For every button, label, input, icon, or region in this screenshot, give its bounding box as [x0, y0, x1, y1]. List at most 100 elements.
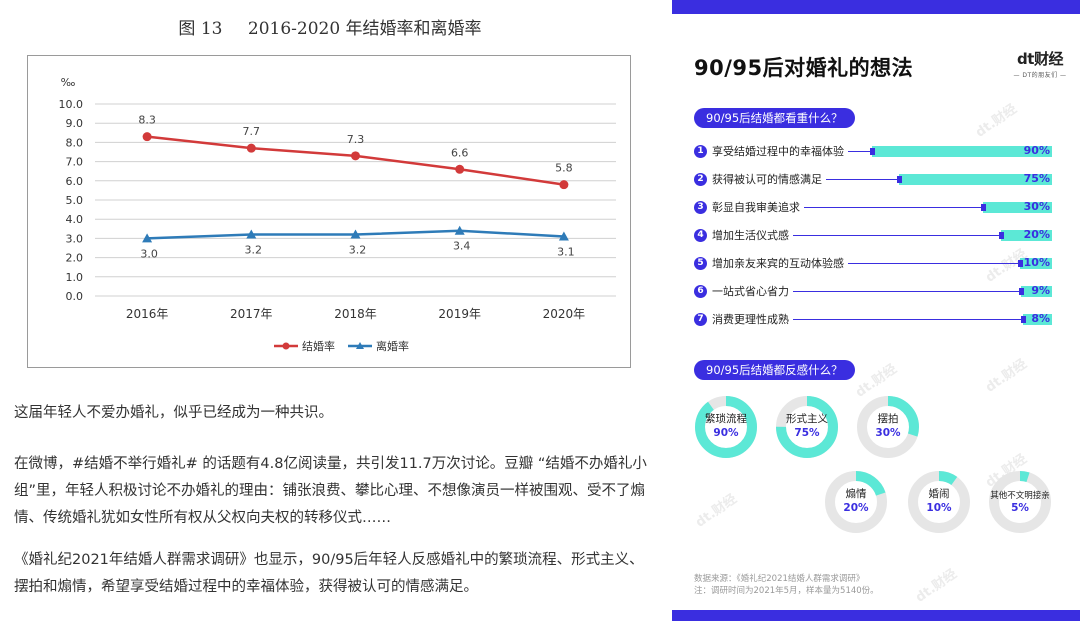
data-point-divorce-rate	[350, 229, 361, 239]
bar-value-label: 8%	[1031, 312, 1050, 325]
dislike-donut: 婚闹 10%	[907, 470, 971, 534]
data-source-note: 数据来源：《婚礼纪2021结婚人群需求调研》 注：调研时间为2021年5月，样本…	[694, 573, 879, 597]
dislike-donut: 其他不文明接亲 5%	[988, 470, 1052, 534]
donut-ring	[825, 471, 887, 533]
data-label-divorce-rate: 3.2	[245, 244, 262, 257]
donut-slice	[695, 396, 757, 458]
x-tick-label: 2020年	[543, 307, 586, 321]
watermark-logo: dt.财经	[913, 566, 960, 606]
donut-ring	[695, 396, 757, 458]
rank-badge: 5	[694, 257, 707, 270]
logo-main-text: dt财经	[1017, 50, 1063, 68]
figure-number: 图 13	[178, 19, 223, 39]
bar-fill	[897, 174, 1052, 185]
donut-value-label: 20%	[843, 502, 869, 514]
watermark-logo: dt.财经	[983, 356, 1030, 396]
data-label-marriage-rate: 5.8	[555, 162, 573, 175]
donut-label: 繁琐流程	[705, 413, 747, 425]
donut-value-label: 30%	[875, 427, 901, 439]
donut-label: 婚闹	[928, 488, 950, 500]
bar-track	[712, 319, 1052, 320]
bar-label: 增加生活仪式感	[712, 227, 793, 243]
legend-marker	[282, 342, 290, 350]
y-tick-label: 9.0	[66, 117, 84, 130]
donut-label: 煽情	[845, 488, 867, 500]
y-tick-label: 10.0	[59, 98, 84, 111]
bottom-accent-bar	[672, 610, 1080, 621]
data-label-marriage-rate: 7.3	[347, 133, 365, 146]
source-note-line: 注：调研时间为2021年5月，样本量为5140份。	[694, 586, 879, 596]
donut-value-label: 75%	[794, 427, 820, 439]
bar-value-label: 90%	[1023, 144, 1050, 157]
importance-bar-row: 3 彰显自我审美追求 30%	[694, 198, 1052, 218]
bar-value-label: 30%	[1023, 200, 1050, 213]
logo-sub-text: — DT的朋友们 —	[1013, 72, 1067, 79]
bar-value-label: 9%	[1031, 284, 1050, 297]
importance-bar-row: 2 获得被认可的情感满足 75%	[694, 170, 1052, 190]
data-point-divorce-rate	[142, 233, 153, 243]
watermark-logo: dt.财经	[973, 101, 1020, 141]
bar-fill	[980, 202, 1052, 213]
bar-label: 获得被认可的情感满足	[712, 171, 826, 187]
data-point-marriage-rate	[351, 151, 360, 161]
bar-fill	[869, 146, 1052, 157]
bar-track	[712, 263, 1052, 264]
donut-slice	[776, 396, 838, 458]
y-tick-label: 2.0	[66, 252, 84, 265]
y-tick-label: 3.0	[66, 232, 84, 245]
data-point-divorce-rate	[246, 229, 257, 239]
importance-bar-row: 1 享受结婚过程中的幸福体验 90%	[694, 142, 1052, 162]
bar-label: 增加亲友来宾的互动体验感	[712, 255, 848, 271]
question-pill-dislikes: 90/95后结婚都反感什么？	[694, 360, 855, 380]
x-tick-label: 2019年	[438, 307, 481, 321]
donut-label: 形式主义	[786, 413, 828, 425]
article-paragraph-3: 《婚礼纪2021年结婚人群需求调研》也显示，90/95后年轻人反感婚礼中的繁琐流…	[14, 552, 644, 595]
data-point-marriage-rate	[455, 164, 465, 174]
data-point-divorce-rate	[454, 225, 465, 235]
donut-ring	[908, 471, 970, 533]
donut-ring	[857, 396, 919, 458]
article-paragraph-1: 这届年轻人不爱办婚礼，似乎已经成为一种共识。	[14, 405, 333, 421]
bar-fill	[1017, 258, 1052, 269]
data-label-marriage-rate: 6.6	[451, 146, 469, 159]
article-panel: 图 13 2016-2020 年结婚率和离婚率 ‰ 0.0 1.0 2.0 3.0 4.0…	[0, 14, 660, 595]
y-tick-label: 1.0	[66, 271, 84, 284]
infographic-title: 90/95后对婚礼的想法	[694, 56, 914, 80]
bar-track	[712, 235, 1052, 236]
rank-badge: 3	[694, 201, 707, 214]
dislike-donut: 煽情 20%	[824, 470, 888, 534]
data-point-marriage-rate	[142, 132, 152, 142]
bar-label: 彰显自我审美追求	[712, 199, 804, 215]
importance-bar-row: 4 增加生活仪式感 20%	[694, 226, 1052, 246]
rank-badge: 1	[694, 145, 707, 158]
figure-title: 图 13 2016-2020 年结婚率和离婚率	[0, 14, 660, 39]
bar-track	[712, 207, 1052, 208]
data-label-divorce-rate: 3.4	[453, 240, 471, 253]
rank-badge: 2	[694, 173, 707, 186]
data-label-divorce-rate: 3.0	[140, 247, 158, 260]
bar-fill	[1021, 314, 1052, 325]
question-pill-values: 90/95后结婚都看重什么？	[694, 108, 855, 128]
bar-label: 消费更理性成熟	[712, 311, 793, 327]
figure-caption: 2016-2020 年结婚率和离婚率	[247, 19, 482, 39]
y-tick-label: 8.0	[66, 136, 84, 149]
donut-slice	[825, 471, 887, 533]
donut-value-label: 90%	[713, 427, 739, 439]
bar-value-label: 10%	[1023, 256, 1050, 269]
rank-badge: 4	[694, 229, 707, 242]
y-axis-unit-label: ‰	[61, 76, 76, 89]
infographic-panel: dt.财经 dt.财经 dt.财经 dt.财经 dt.财经 dt.财经 dt.财…	[672, 0, 1080, 621]
legend-label: 离婚率	[376, 339, 409, 353]
dislike-donut: 繁琐流程 90%	[694, 395, 758, 459]
donut-value-label: 10%	[926, 502, 952, 514]
bar-value-label: 75%	[1023, 172, 1050, 185]
importance-bar-row: 5 增加亲友来宾的互动体验感 10%	[694, 254, 1052, 274]
data-label-marriage-rate: 8.3	[138, 114, 156, 127]
legend-label: 结婚率	[302, 339, 335, 353]
line-chart-frame: ‰ 0.0 1.0 2.0 3.0 4.0 5.0 6.0 7.0 8.0 9.0 10.0 2016年…	[27, 55, 631, 368]
bar-track	[712, 179, 1052, 180]
donut-slice	[989, 471, 1051, 533]
donut-label: 其他不文明接亲	[990, 491, 1050, 501]
donut-ring	[776, 396, 838, 458]
y-tick-label: 7.0	[66, 156, 84, 169]
